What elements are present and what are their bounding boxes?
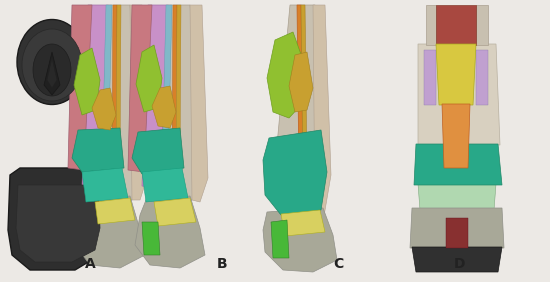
Polygon shape	[75, 196, 145, 268]
Polygon shape	[267, 32, 303, 118]
Polygon shape	[16, 185, 100, 262]
Polygon shape	[263, 208, 337, 272]
Polygon shape	[446, 218, 468, 248]
Polygon shape	[190, 5, 208, 202]
Polygon shape	[44, 52, 60, 95]
Polygon shape	[297, 5, 303, 180]
Polygon shape	[436, 5, 476, 45]
Polygon shape	[47, 58, 57, 88]
Polygon shape	[82, 168, 128, 202]
Polygon shape	[277, 5, 323, 225]
Polygon shape	[176, 5, 181, 162]
Polygon shape	[82, 5, 108, 190]
Polygon shape	[301, 5, 307, 180]
Polygon shape	[95, 198, 135, 224]
Polygon shape	[142, 222, 160, 255]
Text: B: B	[217, 257, 228, 271]
Polygon shape	[72, 128, 124, 172]
Polygon shape	[112, 5, 117, 160]
Polygon shape	[172, 5, 177, 162]
Text: C: C	[333, 257, 343, 271]
Polygon shape	[74, 48, 100, 115]
Polygon shape	[132, 128, 184, 174]
Polygon shape	[136, 45, 162, 112]
Polygon shape	[271, 220, 289, 258]
Polygon shape	[476, 50, 488, 105]
Polygon shape	[424, 50, 436, 105]
Polygon shape	[418, 44, 500, 145]
Polygon shape	[410, 208, 504, 248]
Polygon shape	[92, 88, 116, 130]
Polygon shape	[289, 52, 313, 112]
Polygon shape	[426, 5, 436, 45]
Polygon shape	[152, 86, 176, 128]
Polygon shape	[135, 196, 205, 268]
Polygon shape	[442, 104, 470, 168]
Ellipse shape	[33, 44, 71, 96]
Text: A: A	[85, 257, 96, 271]
Polygon shape	[476, 5, 488, 45]
Polygon shape	[95, 5, 138, 205]
Polygon shape	[68, 5, 92, 170]
Polygon shape	[116, 5, 121, 160]
Polygon shape	[128, 5, 152, 172]
Polygon shape	[263, 130, 327, 215]
Polygon shape	[155, 5, 198, 205]
Polygon shape	[162, 5, 172, 168]
Polygon shape	[142, 5, 168, 188]
Polygon shape	[154, 198, 196, 226]
Ellipse shape	[17, 19, 87, 105]
Polygon shape	[313, 5, 331, 222]
Polygon shape	[130, 5, 148, 200]
Polygon shape	[8, 168, 110, 270]
Polygon shape	[281, 210, 325, 236]
Text: D: D	[454, 257, 465, 271]
Polygon shape	[414, 144, 502, 185]
Polygon shape	[436, 44, 476, 105]
Polygon shape	[412, 247, 502, 272]
Ellipse shape	[22, 29, 82, 101]
Polygon shape	[102, 5, 112, 165]
Polygon shape	[418, 184, 496, 210]
Polygon shape	[142, 168, 188, 202]
